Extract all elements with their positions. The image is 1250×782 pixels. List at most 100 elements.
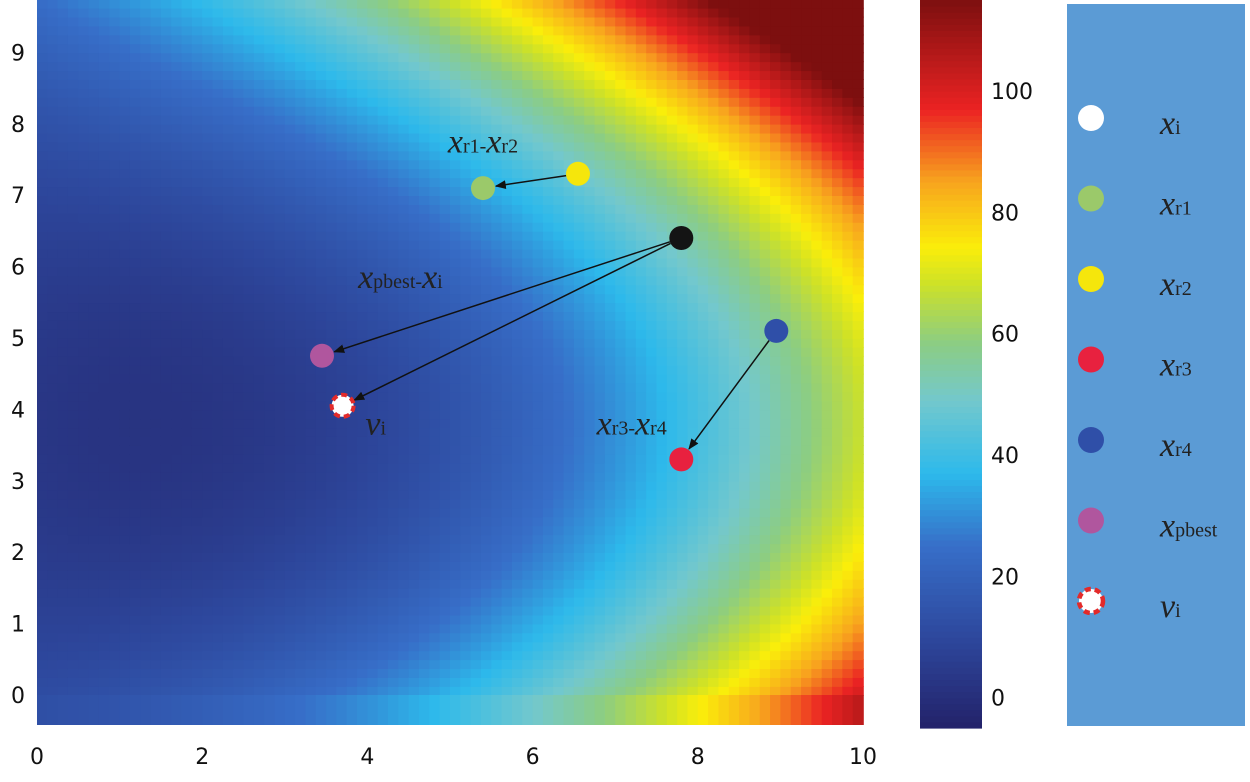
heatmap-cell	[222, 284, 234, 295]
heatmap-cell	[573, 543, 586, 553]
heatmap-cell	[305, 213, 317, 223]
heatmap-cell	[119, 186, 131, 196]
heatmap-cell	[542, 52, 555, 63]
heatmap-cell	[98, 641, 111, 652]
heatmap-cell	[326, 52, 338, 63]
heatmap-cell	[388, 275, 400, 286]
heatmap-cell	[511, 150, 524, 161]
heatmap-cell	[284, 373, 296, 384]
heatmap-cell	[419, 552, 431, 562]
heatmap-cell	[573, 123, 586, 134]
heatmap-cell	[119, 34, 131, 45]
heatmap-cell	[37, 614, 49, 625]
heatmap-cell	[212, 614, 224, 625]
heatmap-cell	[615, 605, 627, 616]
heatmap-cell	[222, 177, 234, 188]
heatmap-cell	[47, 43, 59, 54]
heatmap-cell	[501, 427, 513, 437]
heatmap-cell	[202, 427, 214, 437]
heatmap-cell	[171, 471, 183, 482]
heatmap-cell	[181, 311, 193, 321]
heatmap-cell	[67, 409, 80, 420]
heatmap-cell	[264, 34, 276, 45]
heatmap-cell	[563, 105, 575, 116]
heatmap-cell	[253, 641, 265, 652]
heatmap-cell	[615, 552, 627, 562]
heatmap-cell	[594, 596, 606, 607]
heatmap-cell	[677, 498, 689, 509]
heatmap-cell	[140, 668, 152, 678]
heatmap-cell	[377, 578, 389, 589]
heatmap-cell	[480, 105, 493, 116]
heatmap-cell	[37, 561, 49, 571]
heatmap-cell	[181, 34, 193, 45]
heatmap-cell	[666, 70, 678, 80]
heatmap-cell	[160, 409, 173, 420]
heatmap-cell	[419, 373, 431, 384]
heatmap-cell	[264, 25, 276, 36]
heatmap-cell	[573, 346, 586, 357]
heatmap-cell	[563, 150, 575, 161]
heatmap-cell	[480, 605, 493, 616]
heatmap-cell	[388, 373, 400, 384]
heatmap-cell	[594, 239, 606, 250]
heatmap-cell	[274, 114, 286, 125]
heatmap-cell	[615, 123, 627, 134]
heatmap-cell	[563, 177, 575, 188]
heatmap-cell	[522, 25, 534, 36]
heatmap-cell	[573, 355, 586, 366]
heatmap-cell	[264, 132, 276, 143]
heatmap-cell	[57, 43, 69, 54]
heatmap-cell	[594, 454, 606, 464]
heatmap-cell	[646, 16, 658, 27]
heatmap-cell	[470, 391, 482, 402]
heatmap-cell	[274, 16, 286, 27]
heatmap-cell	[57, 0, 69, 9]
heatmap-cell	[604, 578, 617, 589]
heatmap-cell	[522, 382, 534, 393]
heatmap-cell	[480, 43, 493, 54]
heatmap-cell	[326, 248, 338, 259]
heatmap-cell	[553, 70, 565, 80]
heatmap-cell	[284, 454, 296, 464]
heatmap-cell	[429, 605, 441, 616]
heatmap-cell	[635, 543, 647, 553]
heatmap-cell	[253, 25, 265, 36]
heatmap-cell	[501, 97, 513, 107]
heatmap-cell	[388, 123, 400, 134]
heatmap-cell	[408, 570, 420, 580]
heatmap-cell	[646, 409, 658, 420]
heatmap-cell	[171, 507, 183, 518]
heatmap-cell	[419, 507, 431, 518]
heatmap-cell	[511, 195, 524, 205]
heatmap-cell	[439, 409, 451, 420]
heatmap-cell	[573, 257, 586, 268]
heatmap-cell	[429, 186, 441, 196]
heatmap-cell	[666, 462, 678, 473]
heatmap-cell	[284, 141, 296, 152]
heatmap-cell	[656, 248, 668, 259]
heatmap-cell	[171, 498, 183, 509]
heatmap-cell	[553, 409, 565, 420]
heatmap-cell	[429, 177, 441, 188]
heatmap-cell	[98, 16, 111, 27]
heatmap-cell	[615, 150, 627, 161]
heatmap-cell	[646, 34, 658, 45]
heatmap-cell	[656, 570, 668, 580]
heatmap-cell	[274, 230, 286, 241]
heatmap-cell	[677, 409, 689, 420]
heatmap-cell	[460, 70, 472, 80]
heatmap-cell	[78, 587, 90, 598]
heatmap-cell	[160, 650, 173, 661]
heatmap-cell	[388, 498, 400, 509]
heatmap-cell	[98, 213, 111, 223]
heatmap-cell	[336, 596, 348, 607]
heatmap-cell	[202, 668, 214, 678]
heatmap-cell	[233, 552, 245, 562]
heatmap-cell	[625, 52, 637, 63]
heatmap-cell	[88, 159, 100, 170]
heatmap-cell	[212, 641, 224, 652]
heatmap-cell	[604, 114, 617, 125]
heatmap-cell	[357, 507, 369, 518]
heatmap-cell	[98, 248, 111, 259]
